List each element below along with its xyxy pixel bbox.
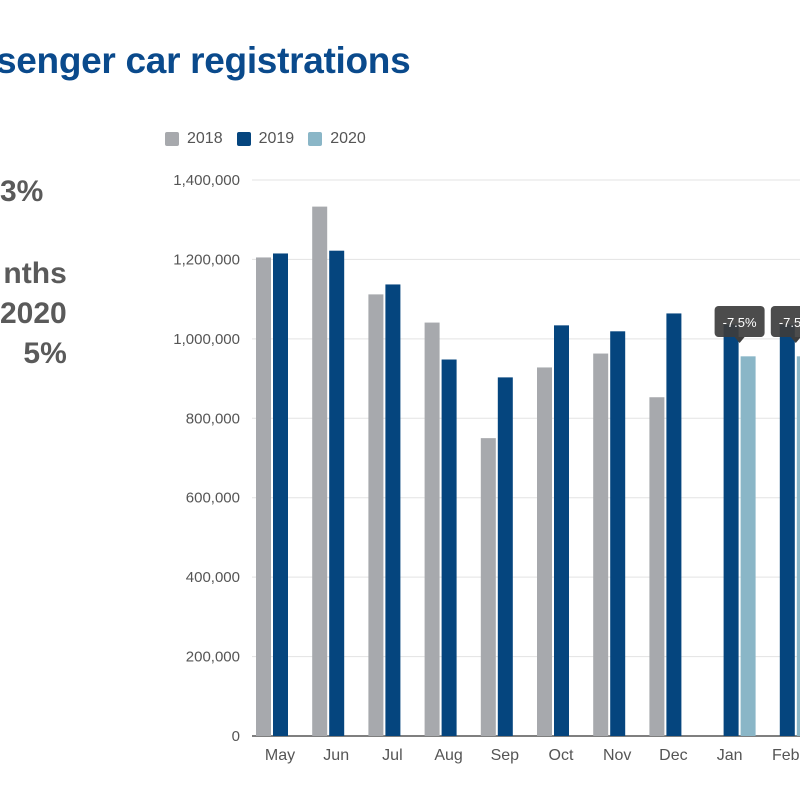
bar-2018-jun[interactable] [312,206,328,736]
x-tick-label: May [265,747,295,764]
tooltip-jan: -7.5% [714,306,765,343]
bar-2019-may[interactable] [273,253,288,736]
legend-label-2020: 2020 [330,130,366,147]
tooltip-text: -7.5% [779,315,800,330]
x-tick-label: Feb [772,747,800,764]
stat-change-month-value: 3% [0,175,44,208]
y-tick-label: 1,000,000 [173,331,240,348]
x-tick-label: Jun [323,747,349,764]
legend-item-2018[interactable]: 2018 [165,130,223,148]
tooltips: -7.5% -7.5% [714,306,800,343]
legend-swatch-2018 [165,132,179,146]
y-tick-label: 400,000 [186,569,240,586]
bar-2019-nov[interactable] [610,331,626,736]
stat-ytd-line3: 5% [23,337,67,370]
bars [256,206,800,737]
y-tick-label: 0 [232,728,240,745]
bar-2018-sep[interactable] [480,438,496,736]
legend-item-2019[interactable]: 2019 [236,130,295,148]
bar-2019-oct[interactable] [554,325,569,736]
bar-2020-feb[interactable] [796,356,800,736]
y-axis-ticks: 0 200,000 400,000 600,000 800,000 1,000,000 1,… [173,172,240,745]
bar-2018-nov[interactable] [593,353,609,736]
x-tick-label: Jan [717,747,743,764]
stat-ytd-line1: nths [3,257,67,290]
bar-2019-jul[interactable] [385,284,401,736]
x-tick-label: Jul [382,747,402,764]
bar-2018-may[interactable] [256,257,271,736]
chart-legend: 2018 2019 2020 [165,130,380,148]
legend-label-2019: 2019 [258,130,295,147]
tooltip-bg [714,306,765,337]
y-tick-label: 800,000 [186,410,240,427]
stat-change-month: 3% [0,172,43,212]
tooltip-pointer [790,337,800,343]
y-tick-label: 1,200,000 [173,251,240,268]
y-tick-label: 600,000 [186,490,240,507]
bar-2019-feb[interactable] [779,324,795,736]
bar-2019-dec[interactable] [666,313,682,736]
x-tick-label: Nov [603,747,631,764]
legend-swatch-2020 [308,132,323,146]
x-axis: May Jun Jul Aug Sep Oct Nov Dec Jan Feb [265,747,800,764]
tooltip-feb: -7.5% [770,306,800,343]
bar-2019-jan[interactable] [723,324,739,736]
legend-label-2018: 2018 [187,130,223,147]
x-tick-label: Aug [434,747,462,764]
bar-2019-sep[interactable] [497,377,513,736]
tooltip-text: -7.5% [723,315,757,330]
chart-title: senger car registrations [0,40,411,81]
tooltip-bg [770,306,800,337]
x-tick-label: Oct [549,747,574,764]
legend-item-2020[interactable]: 2020 [308,130,366,148]
bar-2019-jun[interactable] [329,250,345,737]
bar-2018-oct[interactable] [537,367,552,736]
bar-2018-jul[interactable] [368,294,384,736]
y-tick-label: 1,400,000 [173,172,240,189]
stat-ytd-line2: 2020 [0,297,67,330]
stat-ytd-block: nths 2020 5% [0,254,67,374]
bar-2019-aug[interactable] [441,359,457,736]
bar-2018-aug[interactable] [424,322,440,736]
x-tick-label: Dec [659,747,687,764]
x-tick-label: Sep [491,747,520,764]
legend-swatch-2019 [236,132,251,146]
bar-2020-jan[interactable] [740,356,756,736]
tooltip-pointer [734,337,745,343]
bar-2018-dec[interactable] [649,397,665,736]
y-tick-label: 200,000 [186,649,240,666]
